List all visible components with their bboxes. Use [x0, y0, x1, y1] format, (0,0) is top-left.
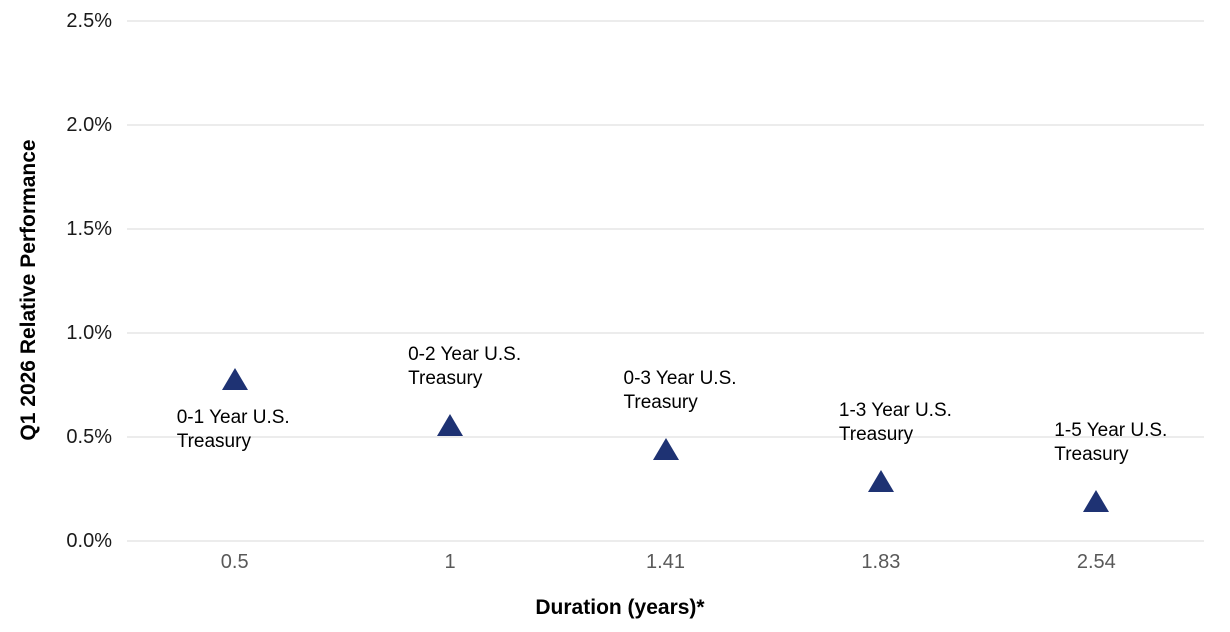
y-axis-title: Q1 2026 Relative Performance [17, 139, 40, 441]
y-tick-label: 1.0% [66, 322, 112, 344]
x-tick-label: 1 [444, 551, 456, 573]
y-tick-label: 0.0% [66, 530, 112, 552]
data-point-label: 1-5 Year U.S. Treasury [1054, 420, 1168, 466]
x-tick-label: 1.41 [646, 551, 685, 573]
x-axis-title: Duration (years)* [535, 596, 705, 619]
data-point-marker [437, 413, 464, 436]
x-tick-label: 2.54 [1076, 551, 1116, 573]
gridline [127, 332, 1204, 334]
y-tick-label: 2.5% [66, 10, 112, 32]
gridline [127, 540, 1204, 542]
data-point-marker [221, 367, 248, 390]
data-point-label: 0-1 Year U.S. Treasury [176, 406, 290, 452]
gridline [127, 228, 1204, 230]
data-point-label: 0-2 Year U.S. Treasury [408, 343, 522, 389]
data-point-marker [867, 469, 894, 492]
data-point-marker [652, 438, 679, 461]
gridline [127, 20, 1204, 22]
gridline [127, 124, 1204, 126]
data-point-marker [1083, 490, 1110, 513]
y-tick-label: 2.0% [66, 114, 112, 136]
x-tick-label: 1.83 [861, 551, 901, 573]
y-tick-label: 1.5% [66, 218, 112, 240]
gridline [127, 436, 1204, 438]
x-tick-label: 0.5 [220, 551, 249, 573]
y-tick-label: 0.5% [66, 426, 112, 448]
data-point-label: 0-3 Year U.S. Treasury [623, 368, 737, 414]
data-point-label: 1-3 Year U.S. Treasury [838, 399, 952, 445]
